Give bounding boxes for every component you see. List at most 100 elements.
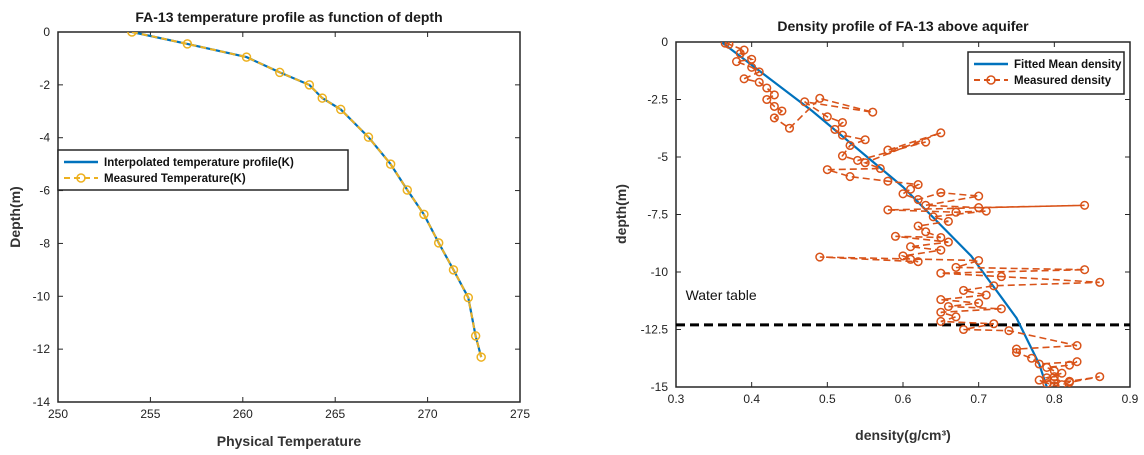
data-point [936,128,946,138]
chart-1: FA-13 temperature profile as function of… [7,9,530,449]
data-point [890,231,900,241]
data-point [936,232,946,243]
data-point [769,90,779,100]
data-point [943,301,953,312]
data-point [845,172,855,182]
data-point [1004,326,1014,336]
data-point [951,262,961,272]
data-point [868,107,878,117]
data-point [241,52,252,62]
y-tick-label: -10 [33,289,51,303]
data-point [275,67,285,78]
y-tick-label: -5 [657,150,668,164]
data-point [974,298,984,308]
y-tick-label: -14 [33,395,51,409]
legend-box [57,149,349,191]
data-point [1080,265,1090,275]
data-point [754,67,764,77]
data-point [883,205,893,215]
data-point [1095,372,1105,382]
y-tick-label: -2.5 [647,93,668,107]
data-point [958,285,969,295]
y-tick-label: 0 [661,35,668,49]
data-point [762,83,772,93]
x-tick-label: 0.8 [1046,392,1063,406]
data-point [943,216,953,226]
legend-box [967,51,1125,95]
data-point [363,132,374,142]
data-point [419,209,429,220]
legend-marker [76,173,86,183]
x-tick-label: 275 [510,407,530,421]
data-point [921,227,931,237]
data-point [906,184,916,194]
y-tick-label: -12.5 [641,323,669,337]
data-point [913,257,923,267]
data-point [822,165,832,175]
data-point [1042,379,1052,387]
data-point [317,93,328,103]
data-point [1072,357,1082,367]
data-point [182,39,193,49]
data-point [974,191,984,201]
data-point [996,272,1006,282]
x-tick-label: 260 [233,407,253,421]
y-tick-label: -8 [39,236,50,250]
data-point [898,189,908,199]
data-point [981,290,991,300]
y-tick-label: -7.5 [647,208,668,222]
data-point [448,265,459,275]
y-tick-label: 0 [43,25,50,39]
series-line [720,42,1048,387]
x-tick-label: 0.4 [743,392,760,406]
data-point [815,93,825,103]
data-point [402,185,413,195]
data-point [1049,375,1059,385]
data-point [913,180,923,190]
data-point [304,80,315,90]
series-line [131,32,483,358]
legend: Interpolated temperature profile(K) Measu… [57,149,349,191]
data-point [837,130,848,140]
data-point [951,312,961,322]
data-point [815,252,825,262]
data-point [913,221,923,231]
data-point [921,200,931,210]
data-point [974,255,984,266]
y-tick-label: -2 [39,78,50,92]
data-point [777,106,787,116]
data-point [936,188,946,198]
data-point [898,251,908,261]
chart-2: Density profile of FA-13 above aquifer 0.… [613,18,1139,443]
annotation-label: Water table [686,287,757,303]
chart-title: Density profile of FA-13 above aquifer [777,18,1029,34]
data-point [1034,359,1044,369]
data-point [754,77,764,87]
data-point [951,207,961,217]
data-point [470,331,481,341]
x-tick-label: 0.3 [668,392,685,406]
data-point [928,212,938,222]
data-point [724,42,734,49]
data-point [476,352,486,362]
data-point [883,145,893,155]
data-point [784,123,795,133]
y-axis-label: Depth(m) [7,186,23,247]
data-point [335,104,346,115]
x-tick-label: 265 [325,407,345,421]
legend: Fitted Mean density Measured density [967,51,1125,95]
y-tick-label: -15 [651,380,669,394]
data-point [800,97,810,107]
chart-title: FA-13 temperature profile as function of… [135,9,442,25]
data-point [989,281,999,291]
legend-label: Interpolated temperature profile(K) [104,157,294,169]
data-point [720,42,730,48]
data-point [860,135,870,145]
data-point [463,292,474,303]
legend-label: Measured density [1014,75,1112,87]
data-point [822,112,832,122]
data-point [974,203,984,213]
data-point [958,324,969,335]
data-point [127,32,137,37]
